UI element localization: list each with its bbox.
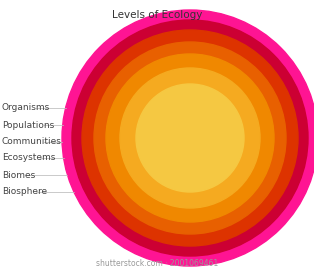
Text: Communities: Communities bbox=[2, 137, 62, 146]
Text: Biosphere: Biosphere bbox=[2, 188, 47, 197]
Circle shape bbox=[94, 42, 286, 234]
Circle shape bbox=[106, 54, 274, 222]
Circle shape bbox=[82, 30, 298, 246]
Text: Organisms: Organisms bbox=[2, 104, 50, 113]
Text: Biomes: Biomes bbox=[2, 171, 35, 179]
Text: Levels of Ecology: Levels of Ecology bbox=[112, 10, 202, 20]
Text: shutterstock.com · 2001069461: shutterstock.com · 2001069461 bbox=[96, 259, 218, 268]
Text: Populations: Populations bbox=[2, 120, 54, 129]
Circle shape bbox=[120, 68, 260, 208]
Circle shape bbox=[136, 84, 244, 192]
Text: Ecosystems: Ecosystems bbox=[2, 153, 55, 162]
Circle shape bbox=[72, 20, 308, 256]
Circle shape bbox=[62, 10, 314, 266]
